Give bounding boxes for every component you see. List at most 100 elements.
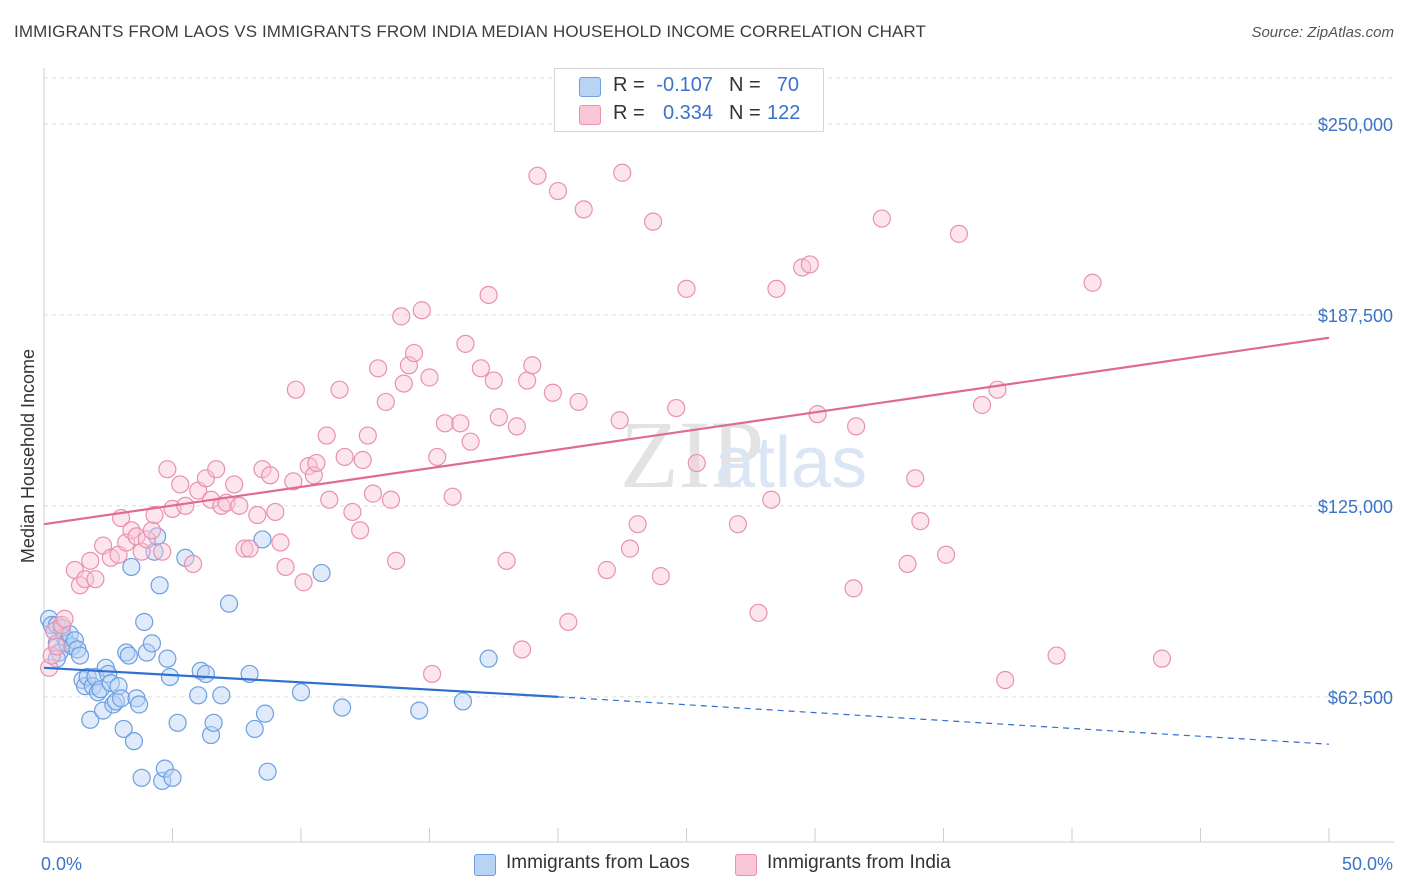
india-swatch — [735, 854, 757, 876]
laos-point — [155, 759, 174, 778]
india-point — [988, 380, 1007, 399]
india-point — [363, 484, 383, 503]
india-point — [569, 392, 588, 412]
y-tick-label: $250,000 — [1318, 115, 1393, 135]
india-point — [158, 460, 177, 479]
india-point — [343, 502, 362, 522]
india-point — [376, 392, 395, 412]
india-point — [677, 279, 696, 298]
legend-label-laos: Immigrants from Laos — [506, 852, 690, 873]
laos-point — [255, 704, 275, 723]
watermark-atlas: atlas — [715, 423, 867, 503]
india-point — [335, 447, 354, 467]
laos-point — [160, 667, 180, 687]
laos-trend-extension — [557, 696, 1330, 745]
india-point — [55, 609, 74, 629]
india-point — [284, 472, 303, 491]
y-axis-label: Median Household Income — [18, 349, 38, 563]
laos-swatch — [474, 854, 496, 876]
india-point — [145, 505, 164, 525]
india-point — [276, 557, 295, 577]
india-point — [543, 383, 562, 402]
laos-point — [124, 732, 144, 751]
india-point — [906, 469, 925, 488]
india-point — [196, 469, 216, 488]
laos-swatch — [579, 77, 601, 97]
india-point — [435, 414, 455, 433]
laos-point — [117, 643, 136, 662]
india-point — [996, 670, 1015, 690]
laos-point — [168, 713, 187, 732]
laos-point — [114, 719, 133, 739]
india-point — [137, 530, 156, 549]
watermark-zip: ZIP — [620, 401, 764, 508]
india-point — [479, 285, 498, 305]
india-point — [81, 551, 100, 570]
india-point — [844, 579, 863, 598]
india-point — [613, 163, 632, 182]
india-point — [456, 334, 475, 353]
laos-point — [119, 646, 138, 665]
india-point — [518, 371, 537, 390]
india-point — [176, 496, 195, 515]
india-point — [523, 356, 542, 375]
india-point — [420, 368, 439, 387]
india-point — [330, 380, 349, 399]
laos-point — [189, 686, 208, 705]
india-point — [597, 560, 616, 580]
india-point — [767, 279, 786, 298]
india-point — [972, 395, 992, 415]
india-point — [451, 414, 470, 433]
laos-point — [94, 701, 113, 720]
laos-point — [291, 683, 311, 702]
y-tick-label: $125,000 — [1318, 497, 1393, 517]
laos-point — [196, 664, 216, 684]
india-point — [230, 496, 249, 515]
india-point — [620, 539, 640, 558]
india-point — [207, 460, 226, 479]
india-point — [872, 209, 891, 228]
india-point — [381, 490, 401, 509]
laos-point — [204, 713, 223, 732]
india-point — [351, 521, 370, 540]
r-label: R = — [613, 102, 645, 124]
india-point — [911, 512, 930, 531]
laos-point — [106, 692, 126, 711]
india-point — [687, 453, 706, 473]
india-point — [1047, 646, 1066, 665]
india-point — [497, 551, 516, 570]
laos-point — [78, 667, 97, 687]
n-label: N = — [729, 74, 761, 96]
laos-point — [129, 695, 149, 714]
n-value: 70 — [776, 74, 799, 96]
india-point — [358, 426, 377, 445]
india-point — [47, 637, 66, 656]
india-point — [307, 453, 326, 473]
india-point — [936, 545, 956, 564]
laos-point — [70, 646, 90, 665]
india-point — [643, 212, 663, 231]
laos-point — [81, 710, 100, 729]
india-point — [86, 570, 105, 589]
india-point — [667, 398, 686, 418]
india-point — [808, 405, 827, 424]
laos-point — [158, 649, 177, 668]
india-point — [484, 371, 503, 390]
india-point — [847, 417, 866, 436]
legend-label-india: Immigrants from India — [767, 852, 951, 873]
laos-point — [135, 612, 154, 632]
india-point — [142, 521, 162, 540]
r-value: -0.107 — [656, 74, 713, 96]
india-point — [762, 490, 781, 509]
india-point — [507, 417, 526, 436]
laos-point — [111, 689, 131, 708]
laos-point — [453, 692, 473, 711]
india-point — [266, 502, 285, 522]
india-point — [153, 542, 172, 561]
chart-title: IMMIGRANTS FROM LAOS VS IMMIGRANTS FROM … — [14, 22, 926, 41]
laos-point — [91, 680, 110, 699]
laos-point — [219, 594, 239, 613]
axes — [43, 68, 1394, 843]
india-point — [394, 374, 413, 393]
